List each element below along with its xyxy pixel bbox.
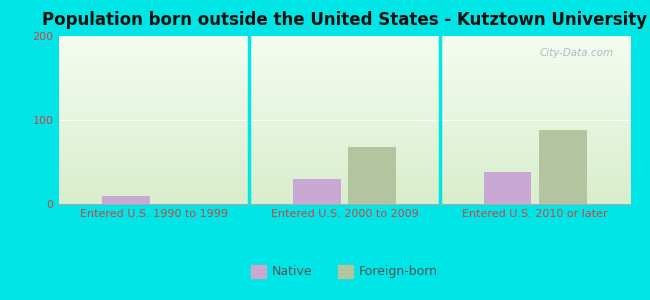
Bar <box>539 130 587 204</box>
Bar <box>102 196 150 204</box>
Title: Population born outside the United States - Kutztown University: Population born outside the United State… <box>42 11 647 29</box>
Bar <box>348 147 396 204</box>
Bar <box>484 172 531 204</box>
Text: City-Data.com: City-Data.com <box>540 48 614 58</box>
Bar <box>293 179 341 204</box>
Legend: Native, Foreign-born: Native, Foreign-born <box>251 265 438 278</box>
